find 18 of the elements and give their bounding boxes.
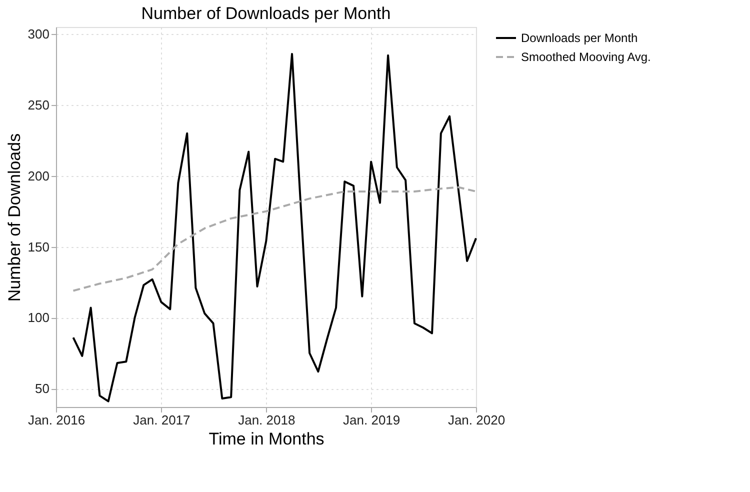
- line-series: [72, 186, 477, 292]
- x-tick-label: Jan. 2020: [448, 412, 506, 428]
- legend-label: Smoothed Mooving Avg.: [521, 50, 651, 64]
- chart-title: Number of Downloads per Month: [141, 4, 391, 23]
- y-tick-label: 100: [28, 310, 50, 326]
- y-axis-title: Number of Downloads: [4, 133, 24, 302]
- y-tick-label: 250: [28, 97, 50, 112]
- x-tick-label: Jan. 2017: [133, 412, 190, 428]
- y-tick-label: 150: [28, 239, 50, 254]
- y-tick-label: 200: [28, 168, 50, 184]
- x-axis-title: Time in Months: [208, 430, 324, 448]
- x-tick-label: Jan. 2018: [238, 412, 296, 428]
- x-tick-label: Jan. 2019: [343, 412, 400, 428]
- y-tick-label: 50: [35, 381, 50, 396]
- x-tick-label: Jan. 2016: [28, 412, 86, 428]
- line-series: [72, 52, 477, 402]
- y-tick-label: 300: [28, 26, 50, 42]
- legend-label: Downloads per Month: [521, 31, 638, 45]
